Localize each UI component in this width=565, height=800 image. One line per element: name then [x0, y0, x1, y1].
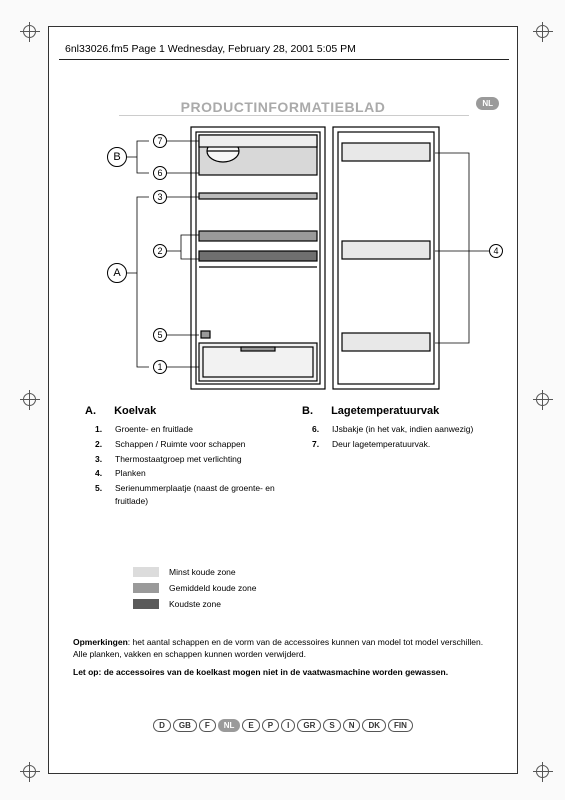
list-item: 3. Thermostaatgroep met verlichting — [85, 453, 278, 466]
legend-row: Gemiddeld koude zone — [133, 583, 256, 593]
item-num: 3. — [95, 453, 102, 466]
col-A-title: Koelvak — [114, 405, 156, 417]
list-item: 4. Planken — [85, 467, 278, 480]
lang-badge: NL — [476, 97, 499, 110]
item-num: 1. — [95, 423, 102, 436]
col-B-title: Lagetemperatuurvak — [331, 405, 439, 417]
callout-2: 2 — [153, 244, 167, 258]
zone-legend: Minst koude zone Gemiddeld koude zone Ko… — [133, 567, 256, 615]
running-header: 6nl33026.fm5 Page 1 Wednesday, February … — [65, 43, 356, 55]
page-title: PRODUCTINFORMATIEBLAD — [181, 99, 386, 115]
lang-chip-f[interactable]: F — [199, 719, 216, 732]
callout-4: 4 — [489, 244, 503, 258]
lang-chip-fin[interactable]: FIN — [388, 719, 413, 732]
crop-mark — [533, 22, 553, 42]
callout-1: 1 — [153, 360, 167, 374]
crop-mark — [533, 762, 553, 782]
lang-chip-p[interactable]: P — [262, 719, 279, 732]
list-item: 6. IJsbakje (in het vak, indien aanwezig) — [302, 423, 495, 436]
callout-5: 5 — [153, 328, 167, 342]
lang-chip-nl[interactable]: NL — [218, 719, 241, 732]
diagram-label-B: B — [107, 147, 127, 167]
note-prefix: Opmerkingen — [73, 637, 128, 647]
crop-mark — [20, 762, 40, 782]
legend-swatch — [133, 599, 159, 609]
crop-mark — [20, 22, 40, 42]
legend-swatch — [133, 567, 159, 577]
col-A-heading: A. Koelvak — [85, 405, 278, 417]
callout-7: 7 — [153, 134, 167, 148]
item-text: Groente- en fruitlade — [115, 424, 193, 434]
legend-swatch — [133, 583, 159, 593]
list-item: 2. Schappen / Ruimte voor schappen — [85, 438, 278, 451]
fridge-diagram: B A 7 6 3 2 5 1 4 — [49, 123, 517, 397]
lang-chip-i[interactable]: I — [281, 719, 295, 732]
notes: Opmerkingen: het aantal schappen en de v… — [73, 637, 499, 685]
lang-chip-dk[interactable]: DK — [362, 719, 386, 732]
lang-chip-gb[interactable]: GB — [173, 719, 197, 732]
item-num: 2. — [95, 438, 102, 451]
column-A: A. Koelvak 1. Groente- en fruitlade 2. Sch… — [85, 405, 278, 510]
col-B-letter: B. — [302, 405, 328, 417]
note-remarks: Opmerkingen: het aantal schappen en de v… — [73, 637, 499, 661]
lang-chip-s[interactable]: S — [323, 719, 340, 732]
list-item: 5. Serienummerplaatje (naast de groente- … — [85, 482, 278, 508]
item-text: Deur lagetemperatuurvak. — [332, 439, 430, 449]
legend-row: Koudste zone — [133, 599, 256, 609]
note-warning-text: Let op: de accessoires van de koelkast m… — [73, 667, 448, 677]
column-B: B. Lagetemperatuurvak 6. IJsbakje (in het… — [302, 405, 495, 510]
header-rule — [59, 59, 509, 60]
item-text: Planken — [115, 468, 146, 478]
note-warning: Let op: de accessoires van de koelkast m… — [73, 667, 499, 679]
item-text: Schappen / Ruimte voor schappen — [115, 439, 245, 449]
item-text: Serienummerplaatje (naast de groente- en… — [115, 483, 275, 506]
item-num: 4. — [95, 467, 102, 480]
item-num: 6. — [312, 423, 319, 436]
columns: A. Koelvak 1. Groente- en fruitlade 2. Sch… — [85, 405, 495, 510]
legend-label: Gemiddeld koude zone — [169, 583, 256, 593]
callout-6: 6 — [153, 166, 167, 180]
legend-label: Minst koude zone — [169, 567, 236, 577]
callout-3: 3 — [153, 190, 167, 204]
item-text: IJsbakje (in het vak, indien aanwezig) — [332, 424, 473, 434]
col-A-letter: A. — [85, 405, 111, 417]
list-item: 7. Deur lagetemperatuurvak. — [302, 438, 495, 451]
legend-label: Koudste zone — [169, 599, 221, 609]
col-B-list: 6. IJsbakje (in het vak, indien aanwezig)… — [302, 423, 495, 451]
diagram-label-A: A — [107, 263, 127, 283]
item-text: Thermostaatgroep met verlichting — [115, 454, 242, 464]
page: 6nl33026.fm5 Page 1 Wednesday, February … — [48, 26, 518, 774]
item-num: 7. — [312, 438, 319, 451]
lang-chip-n[interactable]: N — [343, 719, 361, 732]
lang-chip-gr[interactable]: GR — [297, 719, 321, 732]
lang-chip-e[interactable]: E — [242, 719, 259, 732]
legend-row: Minst koude zone — [133, 567, 256, 577]
lang-chip-d[interactable]: D — [153, 719, 171, 732]
list-item: 1. Groente- en fruitlade — [85, 423, 278, 436]
crop-mark — [20, 390, 40, 410]
title-rule — [119, 115, 469, 116]
col-A-list: 1. Groente- en fruitlade 2. Schappen / Rui… — [85, 423, 278, 508]
crop-mark — [533, 390, 553, 410]
note-rest: : het aantal schappen en de vorm van de … — [73, 637, 483, 659]
language-bar: DGBFNLEPIGRSNDKFIN — [49, 715, 517, 733]
item-num: 5. — [95, 482, 102, 495]
col-B-heading: B. Lagetemperatuurvak — [302, 405, 495, 417]
